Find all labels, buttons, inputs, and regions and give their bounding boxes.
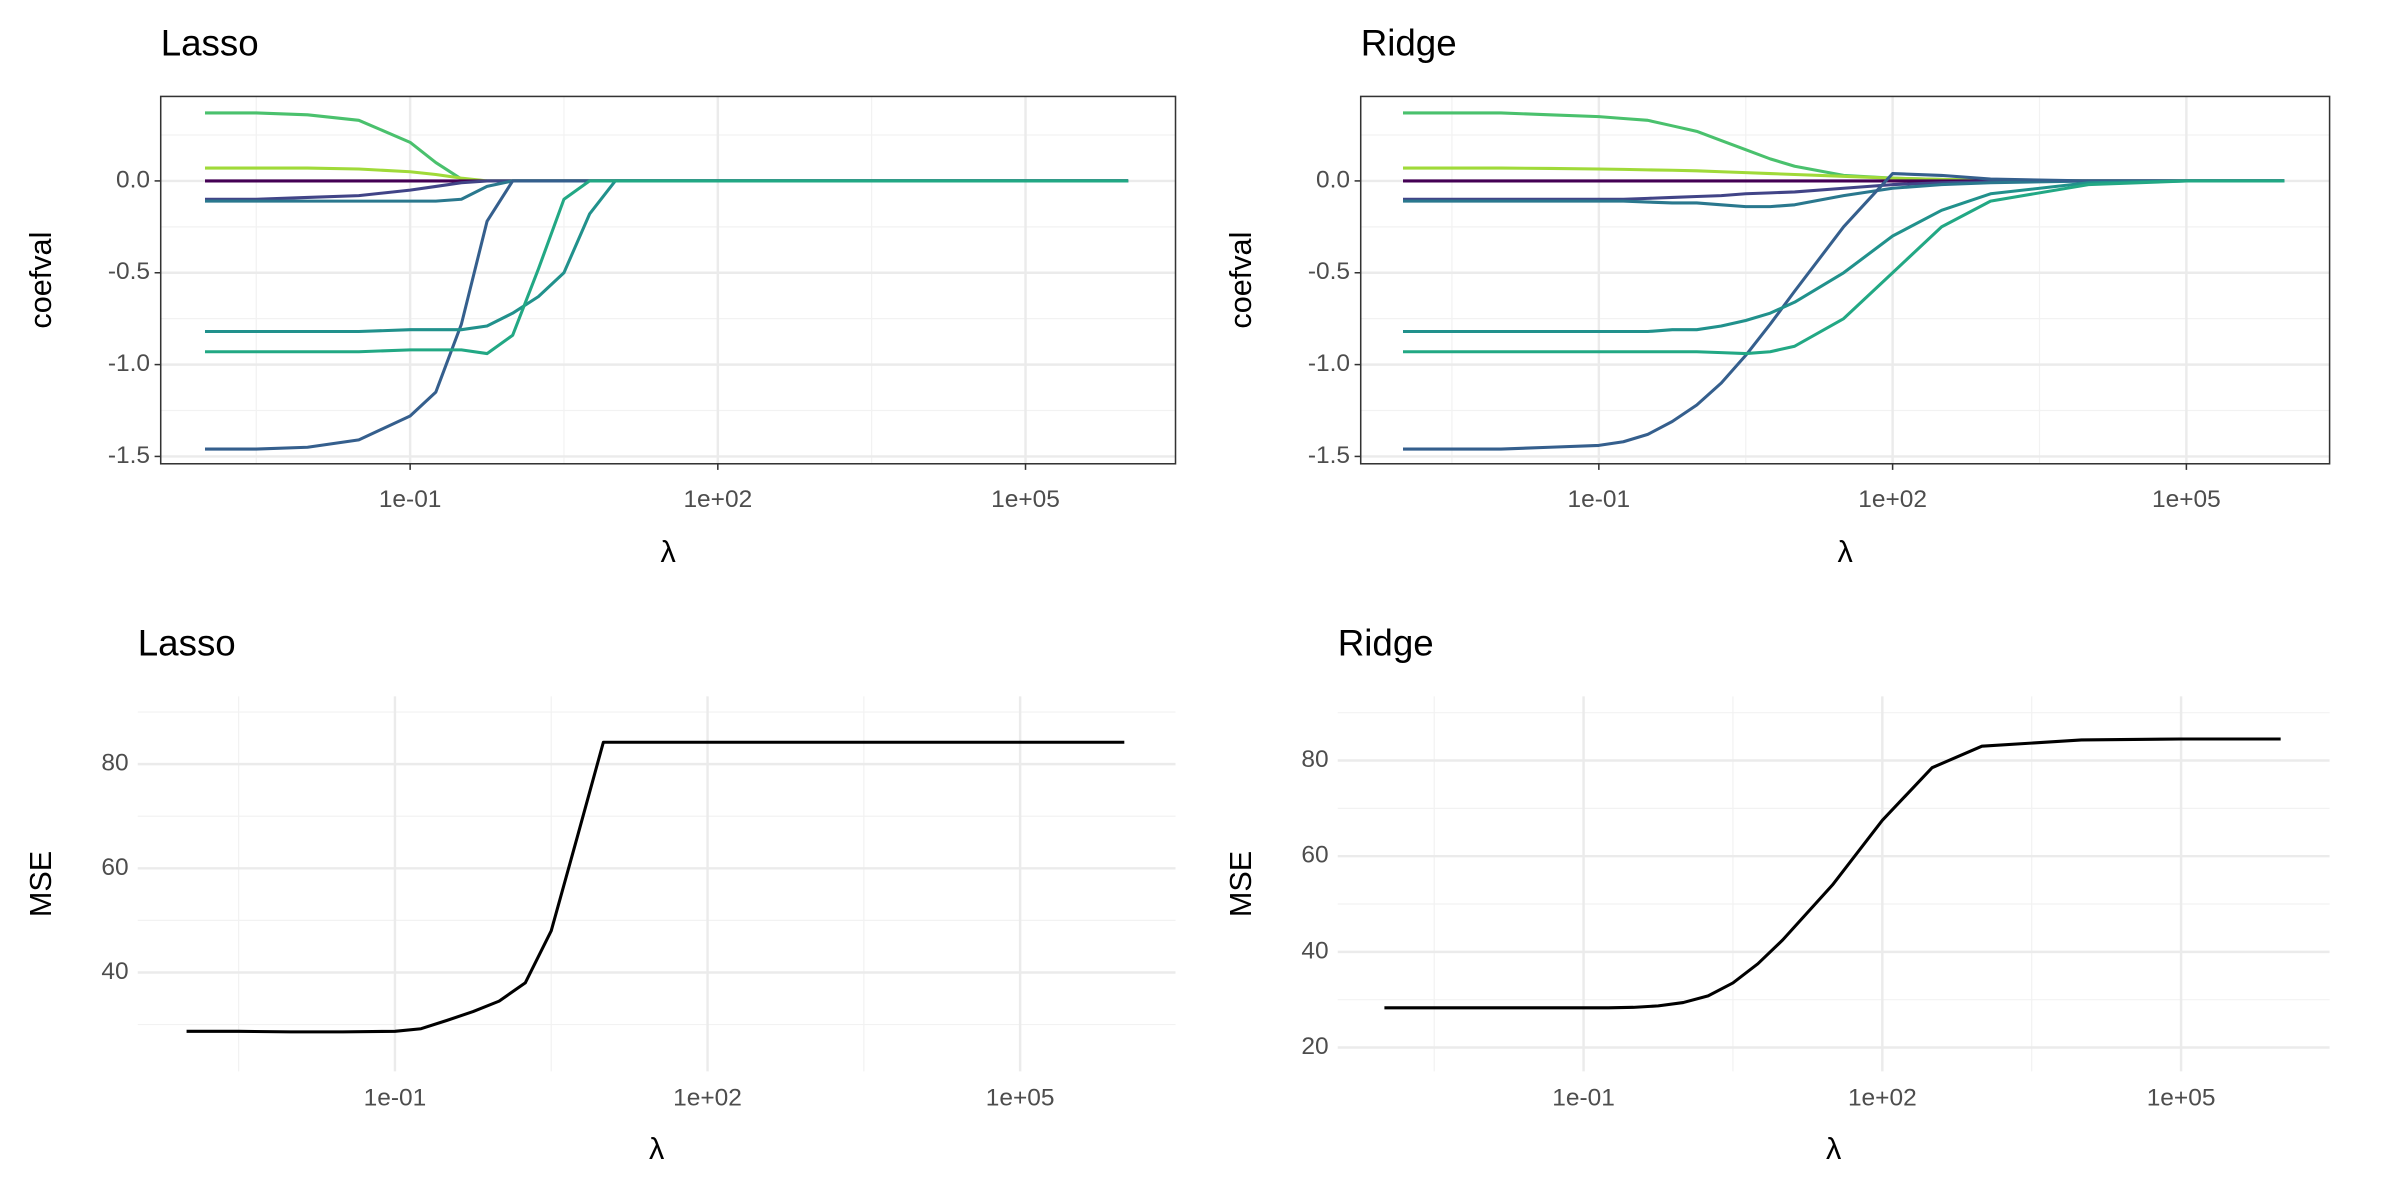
x-tick-label: 1e+05 bbox=[991, 486, 1060, 513]
series-line bbox=[204, 179, 1129, 451]
y-tick-label: -1.5 bbox=[1308, 442, 1350, 469]
series-line bbox=[1403, 179, 2285, 334]
x-tick-label: 1e-01 bbox=[1552, 1084, 1615, 1111]
x-tick-label: 1e-01 bbox=[1568, 486, 1631, 513]
x-tick-label: 1e+02 bbox=[1858, 486, 1927, 513]
series-line bbox=[1384, 737, 2281, 1010]
y-tick-label: -1.0 bbox=[108, 350, 150, 377]
panel-border bbox=[159, 95, 1177, 465]
y-axis-label: MSE bbox=[24, 851, 58, 917]
series-line bbox=[204, 111, 1129, 183]
y-tick-label: -0.5 bbox=[1308, 258, 1350, 285]
y-tick-label: 0.0 bbox=[1316, 166, 1350, 193]
y-tick-label: -1.0 bbox=[1308, 350, 1350, 377]
chart-title: Ridge bbox=[1361, 23, 1457, 64]
chart-title: Lasso bbox=[138, 623, 236, 664]
x-tick-label: 1e+05 bbox=[2147, 1084, 2216, 1111]
x-tick-label: 1e+02 bbox=[683, 486, 752, 513]
series-line bbox=[204, 179, 1129, 203]
y-tick-label: 40 bbox=[1301, 937, 1328, 964]
y-tick-label: -0.5 bbox=[108, 258, 150, 285]
y-tick-label: 80 bbox=[1301, 746, 1328, 773]
series-line bbox=[204, 179, 1129, 356]
series-line bbox=[1403, 172, 2285, 451]
x-axis-label: λ bbox=[1837, 535, 1853, 569]
x-tick-label: 1e+05 bbox=[986, 1084, 1055, 1111]
x-tick-label: 1e+05 bbox=[2152, 486, 2221, 513]
y-axis-label: coefval bbox=[1224, 232, 1258, 329]
x-tick-label: 1e+02 bbox=[1848, 1084, 1917, 1111]
series-line bbox=[204, 179, 1129, 201]
y-axis-label: MSE bbox=[1224, 851, 1258, 917]
y-axis-label: coefval bbox=[24, 232, 58, 329]
x-tick-label: 1e-01 bbox=[364, 1084, 427, 1111]
y-tick-label: 0.0 bbox=[116, 166, 150, 193]
series-line bbox=[1403, 179, 2285, 356]
series-line bbox=[204, 166, 1129, 183]
x-axis-label: λ bbox=[1826, 1132, 1842, 1166]
y-tick-label: 20 bbox=[1301, 1033, 1328, 1060]
chart-title: Lasso bbox=[161, 23, 259, 64]
y-tick-label: 60 bbox=[101, 854, 128, 881]
series-line bbox=[1403, 179, 2285, 209]
x-tick-label: 1e-01 bbox=[379, 486, 442, 513]
y-tick-label: -1.5 bbox=[108, 442, 150, 469]
x-tick-label: 1e+02 bbox=[673, 1084, 742, 1111]
y-tick-label: 80 bbox=[101, 750, 128, 777]
x-axis-label: λ bbox=[649, 1132, 665, 1166]
x-axis-label: λ bbox=[660, 535, 676, 569]
series-line bbox=[1403, 111, 2285, 183]
series-line bbox=[204, 179, 1129, 334]
chart-title: Ridge bbox=[1338, 623, 1434, 664]
y-tick-label: 60 bbox=[1301, 842, 1328, 869]
y-tick-label: 40 bbox=[101, 958, 128, 985]
series-line bbox=[186, 740, 1125, 1034]
panel-border bbox=[1359, 95, 2331, 465]
